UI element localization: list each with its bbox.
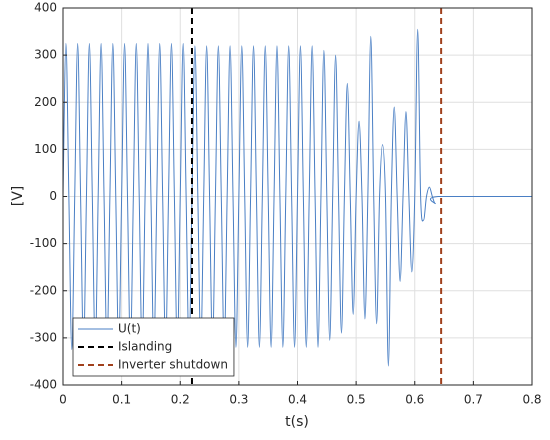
data-line: [63, 28, 532, 367]
x-tick-label: 0: [59, 393, 67, 407]
y-tick-label: 0: [49, 189, 57, 203]
x-axis-label: t(s): [285, 414, 309, 430]
x-tick-label: 0.7: [464, 393, 483, 407]
x-tick-label: 0.6: [405, 393, 424, 407]
ticks: 0 0.1 0.2 0.3 0.4 0.5 0.6 0.7 0.8 -400 -300 -200 -10…: [30, 1, 542, 407]
legend-label: Islanding: [118, 340, 172, 354]
y-tick-label: -400: [30, 378, 57, 392]
x-tick-label: 0.1: [112, 393, 131, 407]
x-tick-label: 0.4: [288, 393, 307, 407]
y-tick-label: -200: [30, 283, 57, 297]
y-tick-label: -100: [30, 236, 57, 250]
x-tick-label: 0.3: [229, 393, 248, 407]
y-tick-label: 100: [34, 142, 57, 156]
y-tick-label: 400: [34, 1, 57, 15]
y-tick-label: 200: [34, 95, 57, 109]
y-tick-label: 300: [34, 48, 57, 62]
y-axis-label: [V]: [10, 186, 26, 207]
legend-label: Inverter shutdown: [118, 358, 228, 372]
y-tick-label: -300: [30, 330, 57, 344]
legend-label: U(t): [118, 322, 141, 336]
legend: U(t) Islanding Inverter shutdown: [72, 317, 235, 377]
x-tick-label: 0.5: [347, 393, 366, 407]
x-tick-label: 0.2: [171, 393, 190, 407]
x-tick-label: 0.8: [522, 393, 541, 407]
